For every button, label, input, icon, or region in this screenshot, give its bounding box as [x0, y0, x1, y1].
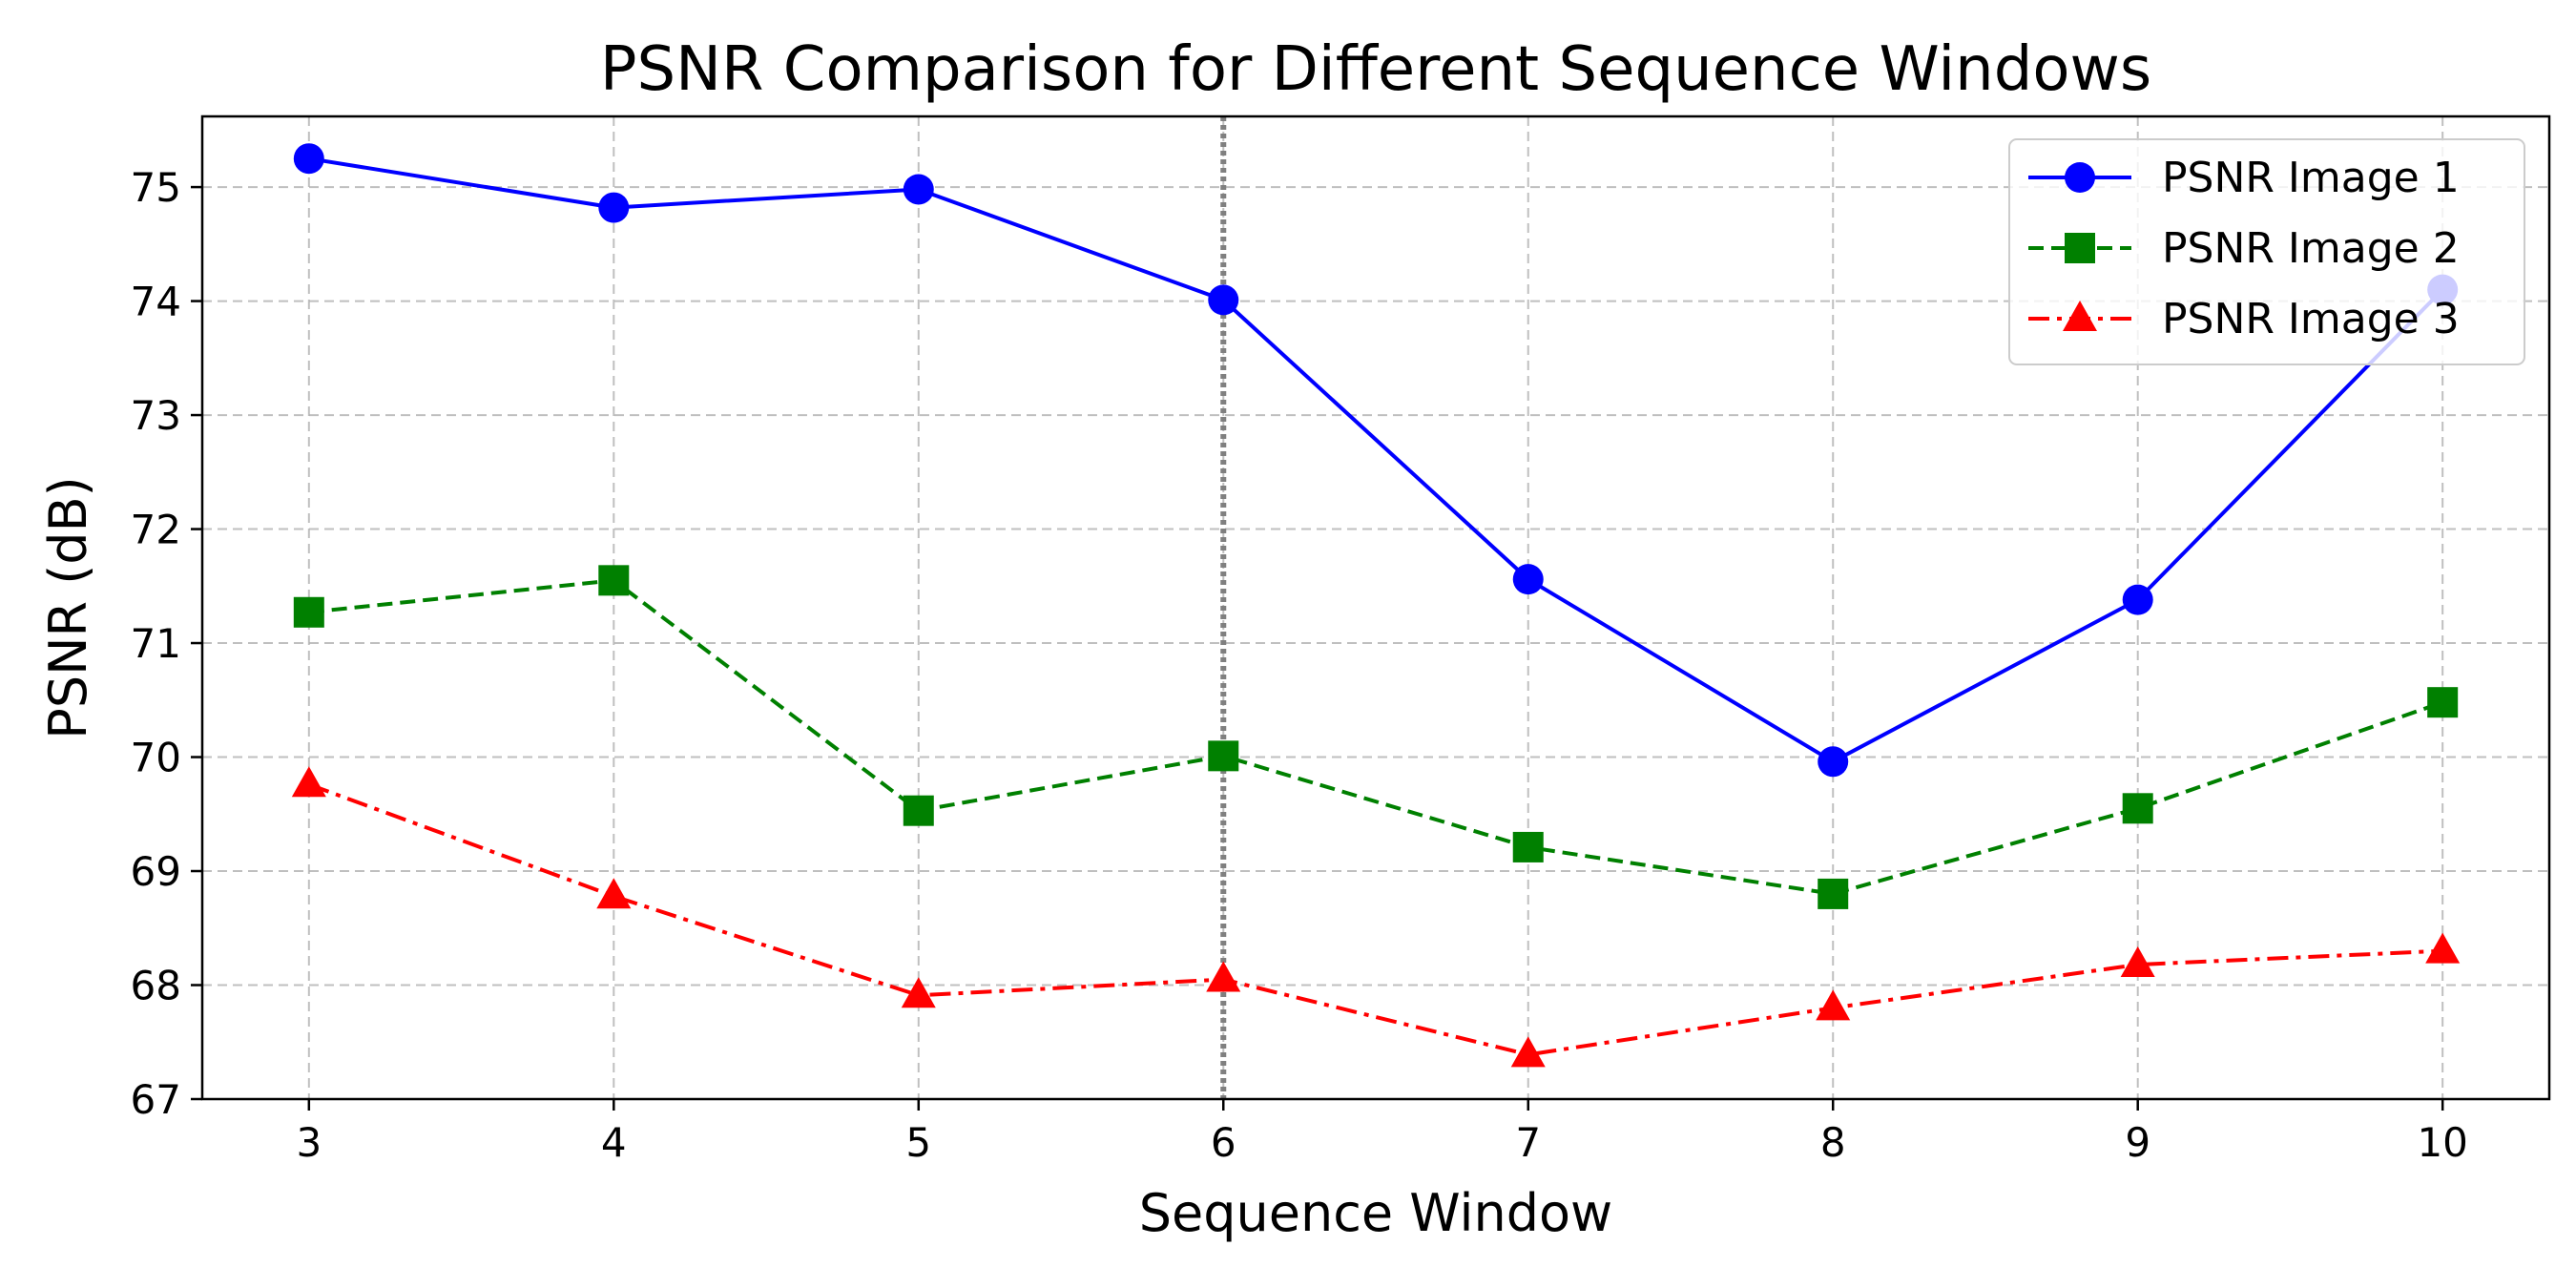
x-axis-label: Sequence Window [1139, 1183, 1612, 1243]
series-2-point [1512, 831, 1544, 862]
x-tick-label: 8 [1820, 1119, 1846, 1166]
series-2-point [598, 565, 630, 596]
plot-area-frame [200, 114, 2551, 1101]
legend-marker [2063, 301, 2097, 331]
x-tick-label: 6 [1211, 1119, 1236, 1166]
legend-box [2008, 138, 2525, 365]
y-tick-label: 68 [131, 963, 181, 1009]
legend: PSNR Image 1 PSNR Image 2 PSNR Image 3 [2008, 138, 2525, 365]
y-tick-label: 74 [131, 279, 181, 325]
series-2-point [2427, 687, 2459, 718]
series-3-point [2120, 946, 2155, 978]
x-tick-label: 3 [296, 1119, 322, 1166]
series-3-line [308, 782, 2443, 1057]
series-2-line [308, 578, 2443, 896]
y-tick-label: 71 [131, 620, 181, 667]
x-tick-label: 10 [2417, 1119, 2467, 1166]
y-tick-label: 70 [131, 735, 181, 781]
series-2-point [293, 596, 324, 628]
x-tick-label: 9 [2125, 1119, 2150, 1166]
y-axis-label: PSNR (dB) [38, 476, 98, 738]
series-2-point [903, 795, 934, 826]
series-3-point [291, 766, 326, 798]
series-1-point [293, 143, 324, 175]
series-1-point [1208, 284, 1239, 316]
chart-title: PSNR Comparison for Different Sequence W… [600, 34, 2151, 105]
series-3-point [1816, 989, 1851, 1021]
series-1-point [903, 174, 934, 205]
y-tick-label: 67 [131, 1076, 181, 1123]
legend-marker [2065, 162, 2095, 193]
legend-entry-label: PSNR Image 1 [2162, 154, 2460, 202]
series-1-point [598, 192, 630, 223]
x-tick-label: 4 [601, 1119, 627, 1166]
series-2-point [1208, 740, 1239, 772]
series-2-point [1818, 878, 1849, 909]
y-tick-label: 73 [131, 392, 181, 439]
series-1-point [1818, 746, 1849, 778]
series-3-point [596, 878, 632, 909]
series-2 [293, 565, 2459, 909]
series-3-point [2425, 932, 2461, 964]
series-3-point [1510, 1036, 1546, 1068]
series-1-line [308, 156, 2444, 764]
legend-entry-label: PSNR Image 2 [2162, 224, 2460, 273]
series-3 [291, 766, 2461, 1068]
series-2-point [2122, 793, 2153, 824]
series-3-point [1206, 961, 1241, 992]
y-tick-label: 69 [131, 848, 181, 895]
x-tick-label: 7 [1515, 1119, 1541, 1166]
legend-entry-label: PSNR Image 3 [2162, 295, 2460, 343]
legend-marker [2065, 233, 2095, 263]
x-tick-label: 5 [905, 1119, 931, 1166]
series-1-point [2122, 584, 2153, 615]
series-1-point [1512, 564, 1544, 595]
series-3-point [901, 977, 936, 1008]
y-tick-label: 75 [131, 164, 181, 211]
y-tick-label: 72 [131, 507, 181, 553]
